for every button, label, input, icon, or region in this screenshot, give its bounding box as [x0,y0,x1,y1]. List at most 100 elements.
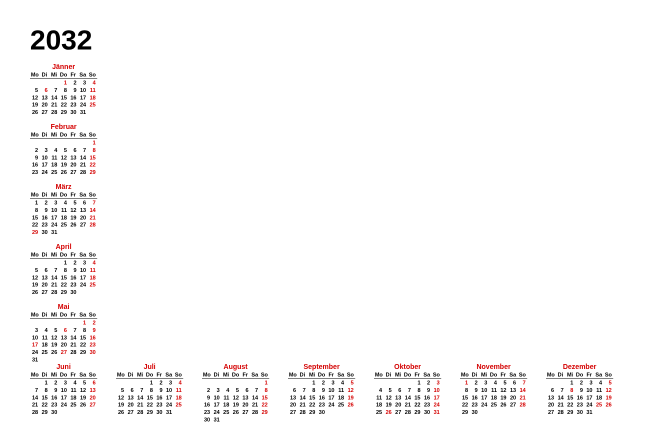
weekday-header: So [89,192,97,198]
day-number: 13 [80,208,86,214]
day-number: 13 [42,95,48,101]
day-number: 29 [309,410,315,416]
day-number: 23 [156,403,162,409]
day-number: 18 [61,215,67,221]
day-number: 5 [236,388,239,394]
month-name: Dezember [563,364,597,371]
day-number: 10 [214,395,220,401]
day-number: 28 [32,410,38,416]
day-number: 28 [252,410,258,416]
weekday-header: Fr [70,192,76,198]
day-number: 7 [83,148,86,154]
day-number: 23 [32,170,38,176]
day-number: 11 [376,395,382,401]
month-name: Juni [56,364,70,371]
day-number: 4 [93,260,97,266]
day-number: 19 [70,215,76,221]
day-number: 29 [462,410,468,416]
weekday-header: Mo [375,372,384,378]
day-number: 3 [54,200,57,206]
day-number: 22 [147,403,153,409]
day-number: 9 [45,208,48,214]
day-number: 11 [90,268,96,274]
day-number: 5 [73,200,76,206]
day-number: 21 [300,403,306,409]
day-number: 31 [51,230,57,236]
weekday-header: Do [60,192,68,198]
day-number: 11 [42,335,48,341]
day-number: 6 [64,328,67,334]
day-number: 29 [61,290,67,296]
day-number: 30 [70,290,76,296]
day-number: 29 [80,350,86,356]
weekday-header: So [89,72,97,78]
day-number: 10 [434,388,440,394]
day-number: 26 [500,403,506,409]
day-number: 24 [61,403,68,409]
day-number: 10 [80,268,86,274]
day-number: 12 [348,388,354,394]
day-number: 30 [90,350,96,356]
day-number: 1 [265,380,268,386]
day-number: 14 [51,95,58,101]
day-number: 27 [42,290,48,296]
day-number: 7 [35,388,38,394]
day-number: 2 [322,380,325,386]
day-number: 23 [319,403,325,409]
weekday-header: Di [42,132,48,138]
day-number: 22 [262,403,268,409]
day-number: 6 [45,88,48,94]
day-number: 17 [328,395,334,401]
day-number: 20 [242,403,248,409]
day-number: 20 [42,283,48,289]
day-number: 20 [90,395,96,401]
day-number: 13 [242,395,248,401]
day-number: 3 [35,328,38,334]
day-number: 19 [80,395,86,401]
weekday-header: Mo [547,372,556,378]
day-number: 12 [606,388,612,394]
day-number: 26 [32,110,38,116]
day-number: 11 [338,388,344,394]
day-number: 3 [217,388,220,394]
day-number: 9 [427,388,430,394]
day-number: 14 [32,395,39,401]
day-number: 12 [500,388,506,394]
day-number: 25 [42,350,48,356]
day-number: 3 [331,380,334,386]
weekday-header: Sa [509,372,517,378]
day-number: 23 [70,283,76,289]
day-number: 30 [204,417,210,423]
day-number: 13 [61,335,67,341]
day-number: 10 [328,388,334,394]
day-number: 24 [42,170,49,176]
weekday-header: Do [146,372,154,378]
day-number: 27 [548,410,554,416]
day-number: 31 [32,357,38,363]
day-number: 10 [32,335,38,341]
day-number: 1 [64,260,67,266]
day-number: 25 [90,283,96,289]
day-number: 13 [128,395,134,401]
weekday-header: Mi [137,372,144,378]
day-number: 18 [42,343,48,349]
day-number: 21 [520,395,526,401]
day-number: 18 [90,275,96,281]
day-number: 14 [300,395,307,401]
day-number: 13 [510,388,516,394]
day-number: 26 [606,403,612,409]
year-title: 2032 [30,24,92,55]
day-number: 8 [417,388,420,394]
day-number: 22 [32,223,38,229]
day-number: 3 [589,380,592,386]
day-number: 20 [42,103,48,109]
day-number: 21 [137,403,143,409]
weekday-header: Mi [51,132,58,138]
weekday-header: So [605,372,613,378]
day-number: 22 [90,163,96,169]
day-number: 30 [577,410,583,416]
weekday-header: Sa [79,192,87,198]
day-number: 7 [140,388,143,394]
day-number: 6 [131,388,134,394]
day-number: 28 [520,403,526,409]
